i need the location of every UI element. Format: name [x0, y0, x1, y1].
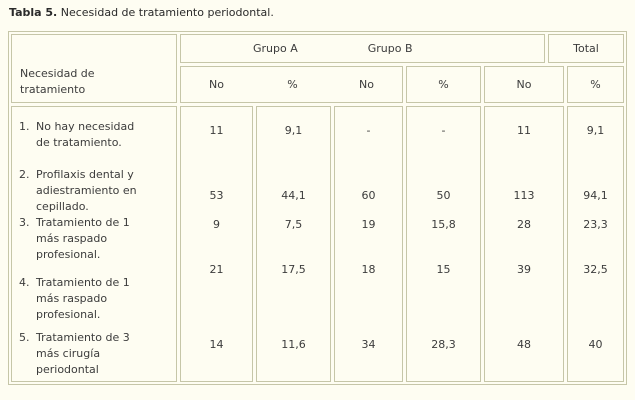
column-no-grupo-a: 11 53 9 21 14 [180, 106, 253, 382]
column-pct-grupo-a: 9,1 44,1 7,5 17,5 11,6 [256, 106, 331, 382]
table-header: Necesidad de tratamiento Grupo A Grupo B… [11, 34, 624, 103]
subheader-no-pct-no-grid: No % No [181, 78, 402, 91]
cell-value: 34 [361, 338, 376, 351]
cell-value: 18 [361, 263, 376, 276]
table-caption: Tabla 5. Necesidad de tratamiento period… [9, 6, 274, 19]
row-label-text: Tratamiento de 1 más raspado profesional… [36, 216, 130, 261]
subheader-no-pct-no-cell: No % No [180, 66, 403, 103]
cell-value: 39 [517, 263, 531, 276]
cell-value: - [441, 124, 446, 137]
cell-value: 28 [517, 218, 531, 231]
row-header-cell: Necesidad de tratamiento [11, 34, 177, 103]
row-number: 1. [19, 120, 30, 133]
table-row-label: 3. Tratamiento de 1 más raspado profesio… [19, 215, 174, 263]
column-pct-grupo-b: - 50 15,8 15 28,3 [406, 106, 481, 382]
cell-value: 19 [361, 218, 376, 231]
column-no-total: 11 113 28 39 48 [484, 106, 564, 382]
row-number: 2. [19, 168, 30, 181]
table-caption-number: Tabla 5. [9, 6, 58, 19]
total-header-cell: Total [548, 34, 624, 63]
cell-value: 17,5 [281, 263, 306, 276]
cell-value: 48 [517, 338, 531, 351]
cell-value: 60 [361, 189, 376, 202]
cell-value: 21 [209, 263, 224, 276]
subheader-pct-b: % [406, 66, 481, 103]
table-row-label: 4. Tratamiento de 1 más raspado profesio… [19, 275, 174, 323]
column-headers: Grupo A Grupo B Total No % No % No % [180, 34, 624, 103]
subheader-no-b: No [359, 78, 374, 91]
cell-value: 11 [209, 124, 224, 137]
group-ab-header-cell: Grupo A Grupo B [180, 34, 545, 63]
group-b-header: Grupo B [367, 42, 413, 55]
subheader-pct-total: % [567, 66, 624, 103]
cell-value: 28,3 [431, 338, 456, 351]
cell-value: 94,1 [583, 189, 608, 202]
cell-value: 11 [517, 124, 531, 137]
row-number: 4. [19, 276, 30, 289]
subheader-no-a: No [209, 78, 224, 91]
group-a-header: Grupo A [253, 42, 298, 55]
subheader-pct-a: % [287, 78, 298, 91]
cell-value: 7,5 [284, 218, 303, 231]
cell-value: 15,8 [431, 218, 456, 231]
cell-value: 14 [209, 338, 224, 351]
cell-value: 9,1 [586, 124, 605, 137]
subheader-no-total: No [484, 66, 564, 103]
cell-value: 53 [209, 189, 224, 202]
periodontal-table: Necesidad de tratamiento Grupo A Grupo B… [8, 31, 627, 385]
row-label-text: Profilaxis dental y adiestramiento en ce… [36, 168, 137, 213]
treatment-labels-column: 1. No hay necesidad de tratamiento. 2. P… [11, 106, 177, 382]
subheader-row: No % No % No % [180, 66, 624, 103]
cell-value: 44,1 [281, 189, 306, 202]
group-header-row: Grupo A Grupo B Total [180, 34, 624, 63]
cell-value: 113 [513, 189, 535, 202]
cell-value: 23,3 [583, 218, 608, 231]
table-body: 1. No hay necesidad de tratamiento. 2. P… [11, 106, 624, 382]
cell-value: 40 [588, 338, 603, 351]
cell-value: 9 [213, 218, 220, 231]
row-label-text: Tratamiento de 1 más raspado profesional… [36, 276, 130, 321]
column-pct-total: 9,1 94,1 23,3 32,5 40 [567, 106, 624, 382]
row-number: 5. [19, 331, 30, 344]
cell-value: 32,5 [583, 263, 608, 276]
cell-value: 11,6 [281, 338, 306, 351]
table-row-label: 5. Tratamiento de 3 más cirugía periodon… [19, 330, 174, 378]
cell-value: 15 [436, 263, 451, 276]
table-caption-text: Necesidad de tratamiento periodontal. [57, 6, 274, 19]
cell-value: 50 [436, 189, 451, 202]
row-label-text: Tratamiento de 3 más cirugía periodontal [36, 331, 130, 376]
cell-value: - [366, 124, 371, 137]
row-number: 3. [19, 216, 30, 229]
row-label-text: No hay necesidad de tratamiento. [36, 120, 135, 149]
cell-value: 9,1 [284, 124, 303, 137]
table-row-label: 1. No hay necesidad de tratamiento. [19, 119, 174, 151]
column-no-grupo-b: - 60 19 18 34 [334, 106, 403, 382]
table-row-label: 2. Profilaxis dental y adiestramiento en… [19, 167, 174, 215]
